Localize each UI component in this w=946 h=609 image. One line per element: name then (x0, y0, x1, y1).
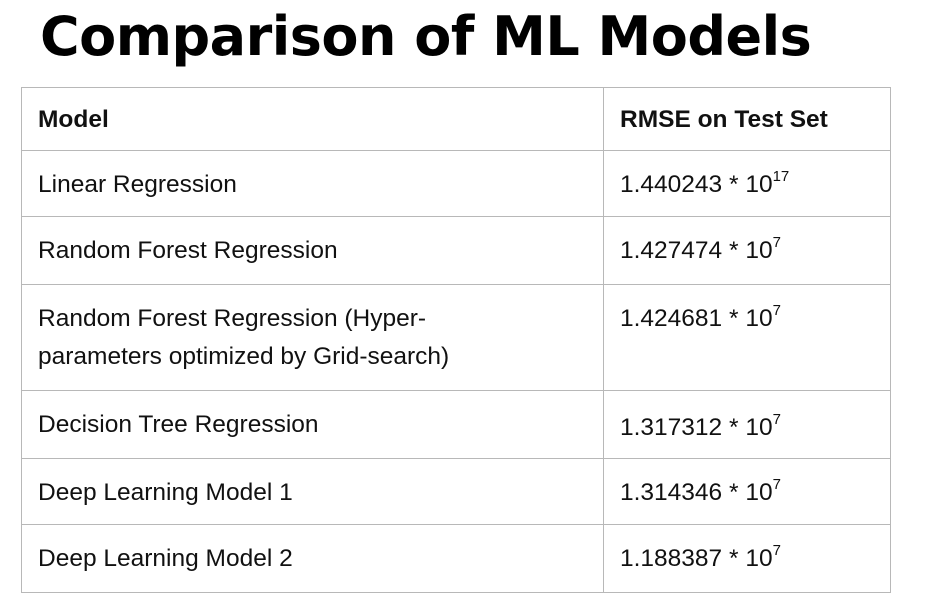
rmse-cell: 1.188387 * 107 (603, 524, 891, 593)
rmse-mantissa: 1.317312 * 10 (620, 414, 773, 441)
rmse-mantissa: 1.314346 * 10 (620, 479, 773, 506)
table-row: Decision Tree Regression 1.317312 * 107 (21, 390, 891, 459)
table-row: Linear Regression 1.440243 * 1017 (21, 150, 891, 217)
rmse-exponent: 7 (772, 233, 781, 251)
rmse-exponent: 7 (772, 541, 781, 559)
rmse-mantissa: 1.427474 * 10 (620, 237, 773, 264)
rmse-exponent: 7 (772, 301, 781, 319)
rmse-cell: 1.424681 * 107 (603, 284, 891, 391)
table-row: Random Forest Regression (Hyper-paramete… (21, 284, 891, 391)
rmse-cell: 1.427474 * 107 (603, 216, 891, 285)
rmse-exponent: 7 (772, 410, 781, 428)
table-row: Random Forest Regression 1.427474 * 107 (21, 216, 891, 285)
rmse-exponent: 7 (772, 475, 781, 493)
model-cell: Decision Tree Regression (21, 390, 604, 459)
models-table: Model RMSE on Test Set Linear Regression… (21, 87, 891, 593)
table-row: Deep Learning Model 1 1.314346 * 107 (21, 458, 891, 525)
model-cell: Linear Regression (21, 150, 604, 217)
rmse-mantissa: 1.424681 * 10 (620, 305, 773, 332)
rmse-cell: 1.440243 * 1017 (603, 150, 891, 217)
header-rmse: RMSE on Test Set (603, 87, 891, 151)
rmse-mantissa: 1.440243 * 10 (620, 171, 773, 198)
rmse-cell: 1.314346 * 107 (603, 458, 891, 525)
table-header-row: Model RMSE on Test Set (21, 87, 891, 151)
model-cell: Deep Learning Model 2 (21, 524, 604, 593)
slide-title: Comparison of ML Models (40, 5, 812, 68)
table-row: Deep Learning Model 2 1.188387 * 107 (21, 524, 891, 593)
header-model: Model (21, 87, 604, 151)
model-cell: Deep Learning Model 1 (21, 458, 604, 525)
rmse-mantissa: 1.188387 * 10 (620, 545, 773, 572)
rmse-exponent: 17 (772, 167, 790, 185)
rmse-cell: 1.317312 * 107 (603, 390, 891, 459)
model-cell: Random Forest Regression (Hyper-paramete… (21, 284, 604, 391)
model-cell: Random Forest Regression (21, 216, 604, 285)
